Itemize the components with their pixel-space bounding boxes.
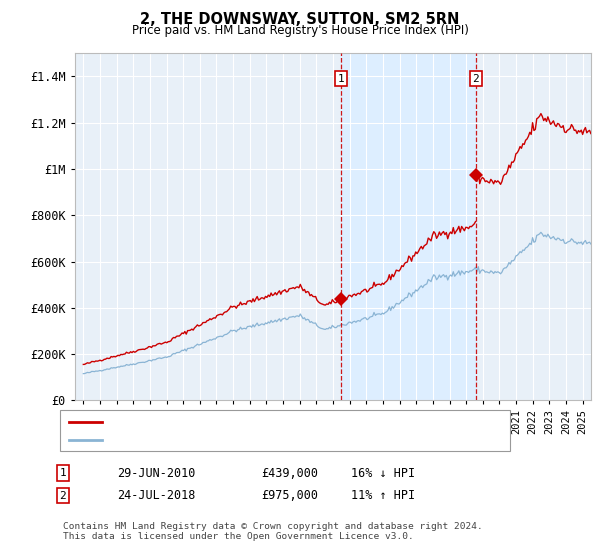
Text: Price paid vs. HM Land Registry's House Price Index (HPI): Price paid vs. HM Land Registry's House …: [131, 24, 469, 36]
Text: 29-JUN-2010: 29-JUN-2010: [117, 466, 196, 480]
Text: 1: 1: [338, 74, 344, 83]
Text: £975,000: £975,000: [261, 489, 318, 502]
Text: 2, THE DOWNSWAY, SUTTON, SM2 5RN: 2, THE DOWNSWAY, SUTTON, SM2 5RN: [140, 12, 460, 27]
Text: 2: 2: [472, 74, 479, 83]
Text: 1: 1: [59, 468, 67, 478]
Text: 11% ↑ HPI: 11% ↑ HPI: [351, 489, 415, 502]
Text: £439,000: £439,000: [261, 466, 318, 480]
Text: 2, THE DOWNSWAY, SUTTON, SM2 5RN (detached house): 2, THE DOWNSWAY, SUTTON, SM2 5RN (detach…: [108, 417, 427, 427]
Bar: [341, 53, 476, 400]
Text: 2: 2: [59, 491, 67, 501]
Text: Contains HM Land Registry data © Crown copyright and database right 2024.
This d: Contains HM Land Registry data © Crown c…: [63, 522, 483, 542]
Text: 24-JUL-2018: 24-JUL-2018: [117, 489, 196, 502]
Text: 16% ↓ HPI: 16% ↓ HPI: [351, 466, 415, 480]
Text: HPI: Average price, detached house, Sutton: HPI: Average price, detached house, Sutt…: [108, 435, 381, 445]
